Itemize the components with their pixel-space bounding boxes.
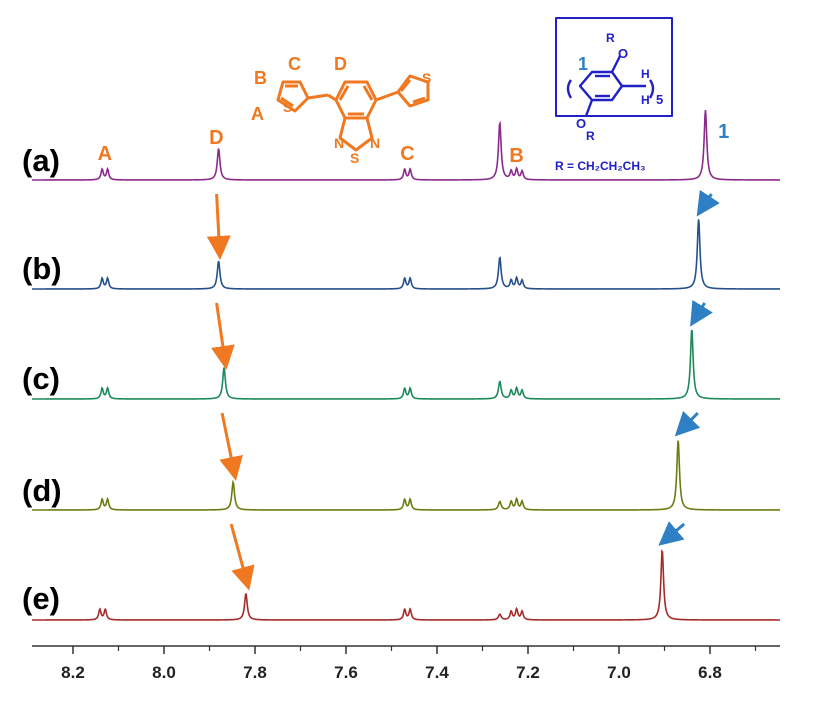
x-tick-label: 6.8 bbox=[698, 663, 722, 682]
atom-s-right: S bbox=[422, 70, 431, 86]
trace-label: (a) bbox=[22, 143, 60, 178]
r-group-definition: R = CH₂CH₂CH₃ bbox=[555, 159, 646, 173]
shift-arrow-d bbox=[229, 523, 255, 591]
shift-arrow-1 bbox=[674, 410, 701, 437]
x-axis: 8.2 8.0 7.8 7.6 7.4 7.2 7.0 6.8 bbox=[32, 645, 780, 682]
peak-label: 1 bbox=[718, 121, 729, 143]
shift-arrow-1 bbox=[690, 299, 713, 327]
spectrum-traces bbox=[32, 109, 781, 621]
x-tick-label: 7.6 bbox=[334, 663, 358, 682]
x-tick-label: 7.2 bbox=[516, 663, 540, 682]
spectrum-trace bbox=[32, 219, 780, 290]
spectrum-trace bbox=[32, 440, 780, 511]
shift-arrows bbox=[206, 189, 720, 591]
atom-n-left: N bbox=[334, 135, 344, 151]
spectrum-trace bbox=[32, 549, 780, 621]
shift-arrow-d bbox=[206, 193, 231, 260]
x-tick-label: 7.0 bbox=[607, 663, 631, 682]
atom-h-bottom: H bbox=[641, 93, 650, 107]
guest-label-a: A bbox=[251, 104, 264, 124]
guest-molecule-structure bbox=[276, 74, 430, 152]
shift-arrow-d bbox=[211, 302, 235, 370]
atom-s-left: S bbox=[283, 99, 292, 115]
x-tick-label: 7.4 bbox=[425, 663, 449, 682]
trace-label: (c) bbox=[22, 361, 60, 396]
x-axis-ticks: 8.2 8.0 7.8 7.6 7.4 7.2 7.0 6.8 bbox=[61, 646, 757, 682]
shift-arrow-1 bbox=[658, 521, 686, 546]
peak-label: B bbox=[509, 145, 523, 167]
spectrum-trace bbox=[32, 329, 781, 400]
spectrum-trace bbox=[32, 109, 780, 181]
host-subscript: 5 bbox=[656, 92, 663, 107]
peak-labels: A D C B 1 bbox=[98, 121, 730, 167]
atom-r-bottom: R bbox=[586, 129, 595, 143]
guest-molecule-text: B C D A S S N N S bbox=[251, 54, 431, 166]
trace-label: (e) bbox=[22, 581, 60, 616]
thiadiazole-ring bbox=[338, 117, 374, 152]
atom-n-right: N bbox=[370, 135, 380, 151]
shift-arrow-1 bbox=[696, 189, 720, 217]
peak-label: D bbox=[209, 127, 223, 149]
trace-label: (b) bbox=[22, 251, 62, 286]
left-thiophene-ring bbox=[276, 80, 310, 113]
x-tick-label: 8.2 bbox=[61, 663, 85, 682]
peak-label: C bbox=[400, 143, 414, 165]
x-tick-label: 8.0 bbox=[152, 663, 176, 682]
guest-label-b: B bbox=[254, 68, 267, 88]
right-thiophene-ring bbox=[396, 74, 430, 108]
host-number-label: 1 bbox=[578, 54, 588, 74]
guest-label-c: C bbox=[288, 54, 301, 74]
shift-arrow-d bbox=[219, 412, 243, 481]
atom-h-top: H bbox=[641, 67, 650, 81]
host-molecule-structure bbox=[555, 17, 673, 117]
host-frame-box bbox=[555, 17, 673, 117]
guest-label-d: D bbox=[334, 54, 347, 74]
atom-s-thiadiazole: S bbox=[350, 150, 359, 166]
peak-label: A bbox=[98, 143, 112, 165]
atom-o-bottom: O bbox=[576, 116, 586, 131]
trace-labels: (a) (b) (c) (d) (e) bbox=[22, 143, 62, 616]
host-molecule-text: 1 R O O R H H 5 R = CH₂CH₂CH₃ bbox=[555, 31, 663, 173]
x-tick-label: 7.8 bbox=[243, 663, 267, 682]
trace-label: (d) bbox=[22, 473, 62, 508]
atom-r-top: R bbox=[606, 31, 615, 45]
atom-o-top: O bbox=[618, 46, 628, 61]
